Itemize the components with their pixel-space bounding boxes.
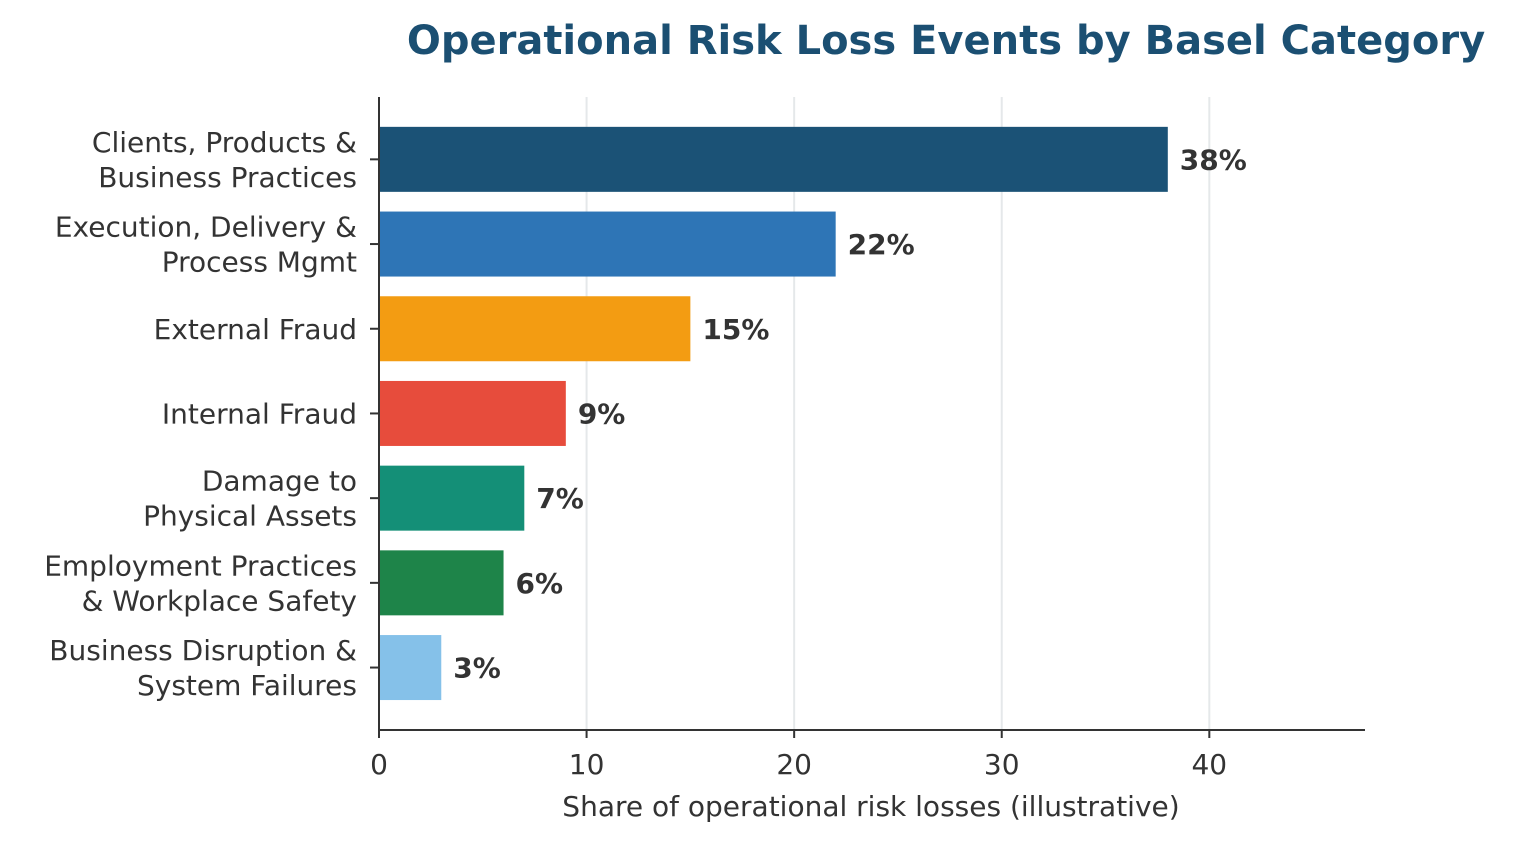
data-label: 3% (453, 652, 501, 685)
category-label: Employment Practices & Workplace Safety (44, 549, 357, 617)
data-label: 7% (536, 482, 584, 515)
x-tick-label: 40 (1191, 748, 1227, 781)
bar (379, 550, 504, 616)
bar (379, 211, 836, 277)
category-label: Clients, Products & Business Practices (92, 126, 357, 194)
bar (379, 126, 1168, 192)
data-label: 6% (516, 567, 564, 600)
data-label: 15% (702, 313, 769, 346)
data-label: 22% (848, 228, 915, 261)
axes (370, 97, 1365, 738)
category-label: Execution, Delivery & Process Mgmt (55, 211, 357, 279)
x-tick-label: 30 (984, 748, 1020, 781)
x-tick-label: 0 (370, 748, 388, 781)
labels: 0 10 20 30 40 Clients, Products & Business Pra… (44, 126, 1247, 781)
grid-lines (585, 97, 1211, 730)
x-tick-label: 20 (776, 748, 812, 781)
bar (379, 296, 691, 362)
bar (379, 465, 525, 531)
bar (379, 380, 566, 446)
category-label: Internal Fraud (162, 397, 357, 430)
category-label: Business Disruption & System Failures (49, 634, 357, 702)
category-label: External Fraud (154, 313, 357, 346)
data-label: 9% (578, 397, 626, 430)
bars (379, 126, 1168, 701)
bar (379, 635, 442, 701)
x-axis-title: Share of operational risk losses (illust… (562, 790, 1179, 823)
x-tick-label: 10 (569, 748, 605, 781)
category-label: Damage to Physical Assets (143, 465, 357, 533)
data-label: 38% (1180, 143, 1247, 176)
chart-title: Operational Risk Loss Events by Basel Ca… (407, 18, 1485, 64)
